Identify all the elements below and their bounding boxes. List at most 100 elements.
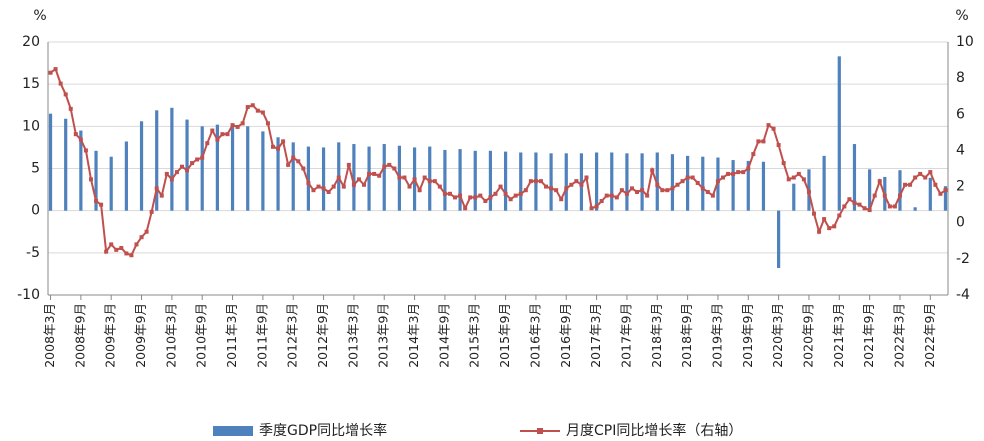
x-tick-label: 2014年9月 <box>436 303 451 368</box>
line-marker <box>387 162 392 167</box>
line-marker <box>645 193 650 198</box>
line-marker <box>458 193 463 198</box>
line-marker <box>367 171 372 176</box>
line-marker <box>291 155 296 160</box>
line-marker <box>488 195 493 200</box>
x-tick-label: 2020年9月 <box>800 303 815 368</box>
line-marker <box>245 105 250 110</box>
x-tick-label: 2013年3月 <box>345 303 360 368</box>
line-marker <box>533 179 538 184</box>
line-marker <box>225 132 230 137</box>
line-marker <box>412 177 417 182</box>
bar <box>79 130 83 211</box>
line-marker <box>624 191 629 196</box>
line-marker <box>726 171 731 176</box>
bar <box>139 121 144 211</box>
y-tick-label: -10 <box>17 287 40 303</box>
line-marker <box>513 193 518 198</box>
line-marker <box>736 170 741 175</box>
line-marker <box>655 182 660 187</box>
line-marker <box>265 121 270 126</box>
line-marker <box>867 208 872 213</box>
bar <box>610 152 614 211</box>
line-marker <box>579 182 584 187</box>
line-marker <box>392 166 397 171</box>
line-marker <box>453 195 458 200</box>
x-tick-label: 2013年9月 <box>376 303 391 368</box>
line-marker <box>260 110 265 115</box>
line-marker <box>781 161 786 166</box>
legend-swatch <box>537 428 543 434</box>
line-marker <box>538 179 543 184</box>
line-marker <box>559 197 564 202</box>
x-tick-label: 2018年9月 <box>679 303 694 368</box>
line-marker <box>589 206 594 211</box>
line-marker <box>78 137 83 142</box>
line-marker <box>705 189 710 194</box>
line-marker <box>402 175 407 180</box>
line-marker <box>710 193 715 198</box>
line-marker <box>68 106 73 111</box>
x-tick-label: 2016年3月 <box>527 303 542 368</box>
line-marker <box>463 206 468 211</box>
line-marker <box>731 171 736 176</box>
line-marker <box>791 175 796 180</box>
line-marker <box>48 70 53 75</box>
line-marker <box>210 128 215 133</box>
line-marker <box>230 123 235 128</box>
line-marker <box>109 242 114 247</box>
line-marker <box>640 188 645 193</box>
x-tick-label: 2015年9月 <box>497 303 512 368</box>
line-marker <box>134 242 139 247</box>
line-marker <box>776 143 781 148</box>
line-marker <box>619 188 624 193</box>
bar <box>64 118 68 211</box>
line-marker <box>372 171 377 176</box>
line-marker <box>690 175 695 180</box>
line-marker <box>83 148 88 153</box>
line-marker <box>149 209 154 214</box>
y2-unit: % <box>955 8 968 24</box>
line-marker <box>544 184 549 189</box>
line-marker <box>124 251 129 256</box>
bar <box>291 142 295 211</box>
line-marker <box>437 184 442 189</box>
line-marker <box>877 179 882 184</box>
bar <box>443 149 447 211</box>
y2-tick-label: -4 <box>956 287 970 303</box>
line-marker <box>422 175 427 180</box>
line-marker <box>240 121 245 126</box>
line-marker <box>326 189 331 194</box>
line-marker <box>817 229 822 234</box>
bar <box>109 156 113 211</box>
line-marker <box>382 164 387 169</box>
bar <box>731 160 735 211</box>
line-marker <box>417 188 422 193</box>
line-marker <box>680 179 685 184</box>
line-marker <box>468 195 473 200</box>
bar <box>898 170 902 211</box>
line-marker <box>786 177 791 182</box>
line-marker <box>346 162 351 167</box>
line-marker <box>822 217 827 222</box>
y-tick-label: 20 <box>22 34 40 50</box>
bar <box>549 153 553 211</box>
line-marker <box>862 206 867 211</box>
bar <box>655 152 659 211</box>
line-marker <box>897 193 902 198</box>
line-marker <box>478 193 483 198</box>
bar <box>868 169 872 211</box>
line-marker <box>432 179 437 184</box>
line-marker <box>473 195 478 200</box>
line-marker <box>362 182 367 187</box>
line-marker <box>286 162 291 167</box>
bar <box>761 161 766 211</box>
x-tick-label: 2014年3月 <box>406 303 421 368</box>
bar <box>276 137 280 211</box>
bar <box>928 177 932 211</box>
line-marker <box>721 175 725 180</box>
line-marker <box>190 161 195 166</box>
bar <box>746 160 750 211</box>
bar <box>170 107 174 211</box>
bar <box>852 144 857 211</box>
